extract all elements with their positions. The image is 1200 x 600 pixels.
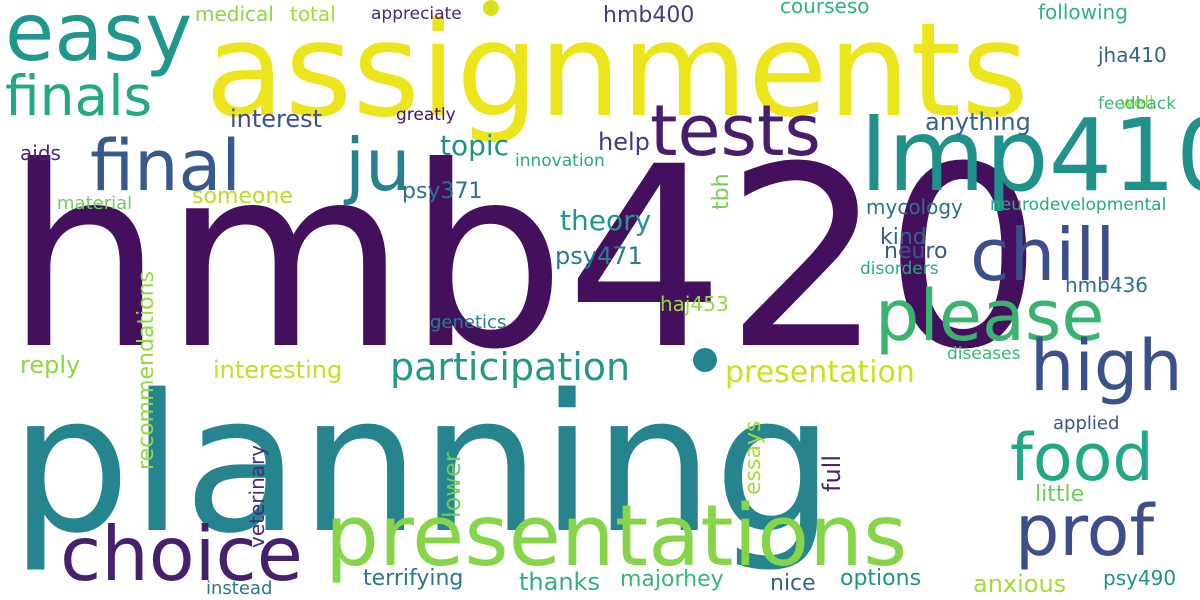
word-thanks: thanks [519, 568, 600, 596]
word-appreciate: appreciate [371, 4, 462, 24]
word-interesting: interesting [213, 356, 342, 384]
word-someone: someone [192, 184, 293, 209]
word-recommendations: recommendations [134, 271, 159, 470]
word-assignments: assignments [205, 0, 1029, 146]
word-participation: participation [390, 345, 630, 389]
word-prof: prof [1015, 490, 1156, 572]
word-essays: essays [741, 421, 766, 495]
word-genetics: genetics [430, 312, 506, 333]
word-lower: lower [438, 452, 466, 518]
dot-mark [693, 348, 717, 372]
word-psy371: psy371 [402, 179, 482, 204]
word-mycology: mycology [866, 195, 963, 219]
word-chill: chill [970, 213, 1115, 297]
word-majorhey: majorhey [620, 567, 724, 592]
word-please: please [875, 275, 1104, 357]
word-applied: applied [1053, 413, 1119, 434]
word-jha410: jha410 [1097, 43, 1167, 67]
word-psy490: psy490 [1103, 566, 1176, 590]
word-lmp410: lmp410 [860, 97, 1200, 214]
word-presentations: presentations [325, 487, 907, 586]
word-neuro: neuro [884, 239, 947, 264]
word-greatly: greatly [396, 105, 456, 125]
word-feedback: feedback [1098, 94, 1176, 114]
word-tbh: tbh [709, 173, 734, 210]
word-interest: interest [230, 105, 322, 133]
word-presentation: presentation [725, 355, 915, 390]
word-nice: nice [770, 571, 816, 596]
word-disorders: disorders [860, 259, 939, 279]
word-veterinary: veterinary [245, 445, 269, 548]
word-material: material [57, 193, 132, 214]
word-terrifying: terrifying [363, 566, 463, 591]
word-ju: ju [343, 123, 411, 207]
dot-mark [483, 0, 499, 16]
word-high: high [1030, 325, 1183, 407]
word-courseso: courseso [780, 0, 870, 18]
word-anything: anything [925, 108, 1031, 136]
word-well: well [1120, 93, 1154, 113]
word-finals: finals [5, 64, 152, 128]
word-kind: kind [880, 225, 927, 250]
word-psy471: psy471 [555, 242, 643, 270]
word-full: full [818, 455, 846, 492]
word-topic: topic [440, 129, 509, 162]
word-diseases: diseases [947, 344, 1021, 364]
word-planning: planning [10, 354, 834, 575]
word-easy: easy [5, 0, 192, 79]
word-tests: tests [650, 90, 821, 172]
word-hmb420: hmb420 [5, 113, 1043, 404]
word-food: food [1010, 421, 1154, 496]
word-medical: medical [195, 2, 274, 26]
word-little: little [1035, 482, 1084, 507]
word-options: options [840, 566, 921, 591]
word-hmb400: hmb400 [603, 3, 694, 28]
word-innovation: innovation [515, 151, 605, 171]
word-following: following [1038, 0, 1128, 24]
word-hmb436: hmb436 [1065, 273, 1148, 297]
word-final: final [90, 125, 241, 207]
word-choice: choice [60, 510, 303, 598]
word-aids: aids [20, 141, 61, 165]
word-total: total [290, 2, 336, 26]
word-instead: instead [206, 578, 272, 599]
word-theory: theory [560, 204, 651, 237]
word-help: help [598, 128, 650, 156]
word-anxious: anxious [973, 570, 1066, 598]
word-haj453: haj453 [660, 292, 729, 316]
word-neurodevelopmental: neurodevelopmental [990, 195, 1166, 215]
word-reply: reply [20, 351, 80, 379]
